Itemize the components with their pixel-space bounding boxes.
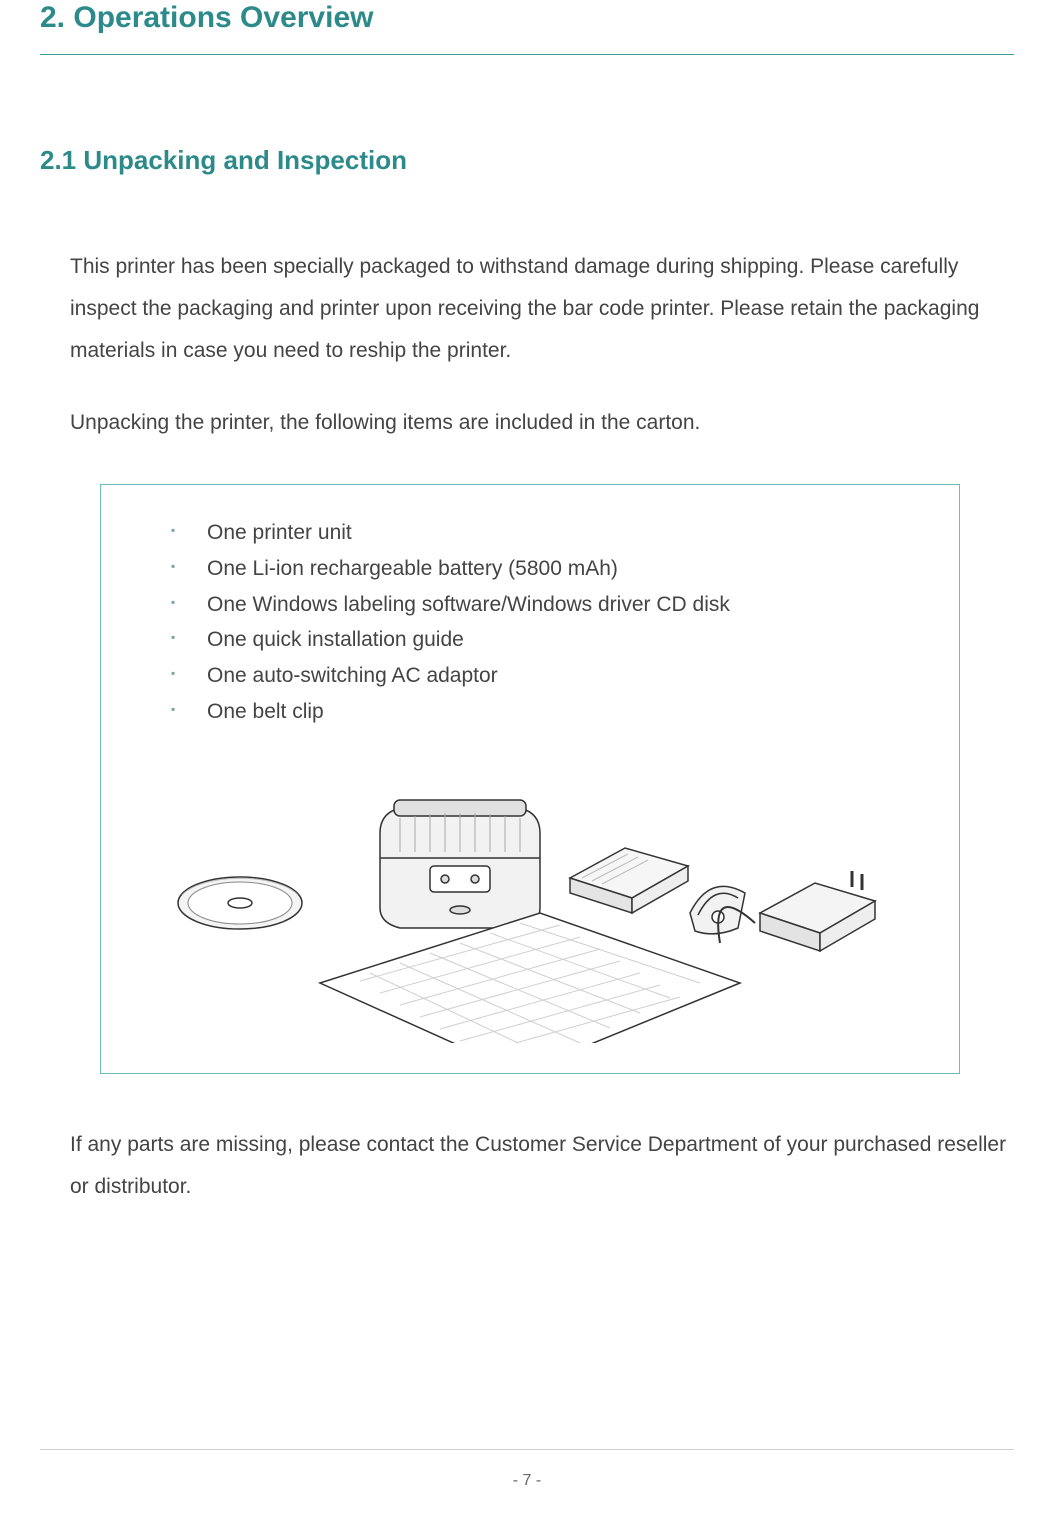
carton-contents-illustration [170,753,890,1043]
section-title: 2.1 Unpacking and Inspection [40,145,1014,176]
list-item: One quick installation guide [171,622,929,658]
list-item: One auto-switching AC adaptor [171,658,929,694]
cd-icon [178,877,302,929]
list-item: One Li-ion rechargeable battery (5800 mA… [171,551,929,587]
intro-paragraph: This printer has been specially packaged… [70,246,1014,372]
printer-icon [380,800,540,928]
list-item: One Windows labeling software/Windows dr… [171,587,929,623]
chapter-rule [40,54,1014,55]
battery-icon [570,848,688,913]
page-number: - 7 - [0,1472,1054,1490]
list-item: One printer unit [171,515,929,551]
chapter-title: 2. Operations Overview [40,0,1014,36]
list-item: One belt clip [171,694,929,730]
page: 2. Operations Overview 2.1 Unpacking and… [0,0,1054,1514]
carton-contents-box: One printer unit One Li-ion rechargeable… [100,484,960,1074]
guide-sheet-icon [320,913,740,1043]
contents-svg [170,753,890,1043]
carton-items-list: One printer unit One Li-ion rechargeable… [131,515,929,729]
unpack-lead-paragraph: Unpacking the printer, the following ite… [70,402,1014,444]
footer-rule [40,1449,1014,1450]
missing-parts-paragraph: If any parts are missing, please contact… [70,1124,1014,1208]
